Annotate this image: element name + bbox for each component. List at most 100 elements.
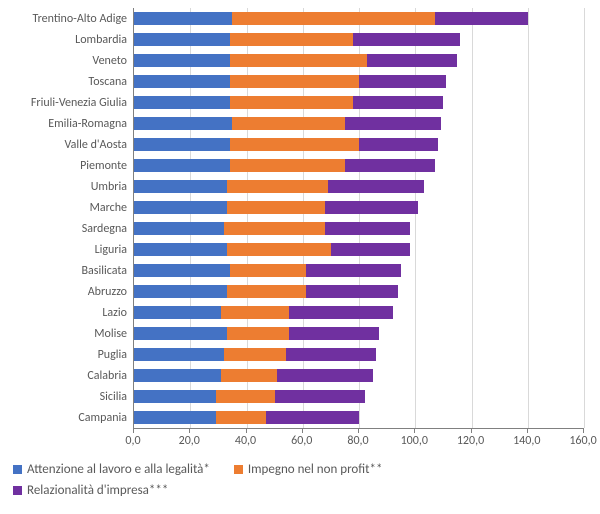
bar-row [134,369,373,382]
category-label: Molise [0,327,127,341]
bar-segment [230,33,354,46]
bar-row [134,285,398,298]
bar-segment [275,390,365,403]
category-label: Lombardia [0,33,127,47]
x-tick-label: 0,0 [125,434,140,448]
bar-segment [289,306,393,319]
legend-item: Impegno nel non profit** [234,462,383,477]
category-label: Piemonte [0,159,127,173]
legend-swatch [234,465,243,474]
bar-row [134,327,379,340]
grid-line [415,8,416,428]
bar-row [134,390,365,403]
x-tick [302,428,303,433]
bar-segment [325,201,418,214]
bar-segment [134,390,216,403]
bar-segment [134,306,221,319]
bar-segment [359,138,438,151]
bar-segment [134,348,224,361]
bar-segment [266,411,359,424]
bar-segment [232,117,345,130]
bar-row [134,411,359,424]
bar-segment [230,54,368,67]
bar-segment [230,159,345,172]
category-label: Liguria [0,243,127,257]
legend-label: Attenzione al lavoro e alla legalità* [27,462,210,477]
grid-line [190,8,191,428]
bar-row [134,33,460,46]
x-tick [133,428,134,433]
bar-segment [277,369,373,382]
legend-item: Attenzione al lavoro e alla legalità* [13,462,210,477]
grid-line [303,8,304,428]
bar-segment [134,75,230,88]
x-tick [358,428,359,433]
x-tick [527,428,528,433]
bar-segment [134,264,230,277]
bar-segment [227,243,331,256]
bar-row [134,54,457,67]
category-label: Lazio [0,306,127,320]
bar-segment [345,117,441,130]
x-tick [246,428,247,433]
bar-segment [134,33,230,46]
bar-segment [134,285,227,298]
category-label: Abruzzo [0,285,127,299]
bar-segment [331,243,410,256]
bar-segment [345,159,435,172]
x-tick-label: 60,0 [291,434,312,448]
bar-segment [134,54,230,67]
bar-segment [134,96,230,109]
x-tick [471,428,472,433]
bar-segment [227,327,289,340]
bar-segment [289,327,379,340]
bar-segment [134,411,216,424]
legend: Attenzione al lavoro e alla legalità* Imp… [13,462,583,504]
bar-segment [353,96,443,109]
bar-segment [328,180,424,193]
bar-row [134,264,401,277]
legend-label: Impegno nel non profit** [248,462,383,477]
x-tick-label: 20,0 [179,434,200,448]
grid-line [584,8,585,428]
x-axis: 0,020,040,060,080,0100,0120,0140,0160,0 [133,428,583,452]
category-label: Puglia [0,348,127,362]
grid-line [247,8,248,428]
x-tick-label: 80,0 [347,434,368,448]
bar-segment [227,201,325,214]
category-label: Trentino-Alto Adige [0,12,127,26]
bar-segment [134,243,227,256]
bar-segment [224,222,325,235]
bar-row [134,348,376,361]
category-label: Toscana [0,75,127,89]
grid-line [528,8,529,428]
bar-segment [325,222,409,235]
stacked-bar-chart: 0,020,040,060,080,0100,0120,0140,0160,0 … [0,0,600,514]
bar-row [134,306,393,319]
x-tick-label: 140,0 [513,434,540,448]
bar-segment [221,306,289,319]
x-tick-label: 100,0 [401,434,428,448]
bar-segment [367,54,457,67]
plot-area [133,8,584,429]
category-label: Marche [0,201,127,215]
bar-segment [216,411,267,424]
category-label: Veneto [0,54,127,68]
bar-segment [134,201,227,214]
bar-row [134,243,410,256]
bar-segment [227,180,328,193]
bar-segment [232,12,435,25]
bar-segment [230,138,359,151]
x-tick-label: 120,0 [457,434,484,448]
bar-segment [306,285,399,298]
legend-swatch [13,465,22,474]
bar-segment [224,348,286,361]
bar-row [134,12,528,25]
bar-segment [134,138,230,151]
category-label: Sicilia [0,390,127,404]
bar-segment [134,117,232,130]
bar-segment [435,12,528,25]
legend-item: Relazionalità d'impresa*** [13,483,168,498]
category-label: Umbria [0,180,127,194]
x-tick-label: 40,0 [235,434,256,448]
